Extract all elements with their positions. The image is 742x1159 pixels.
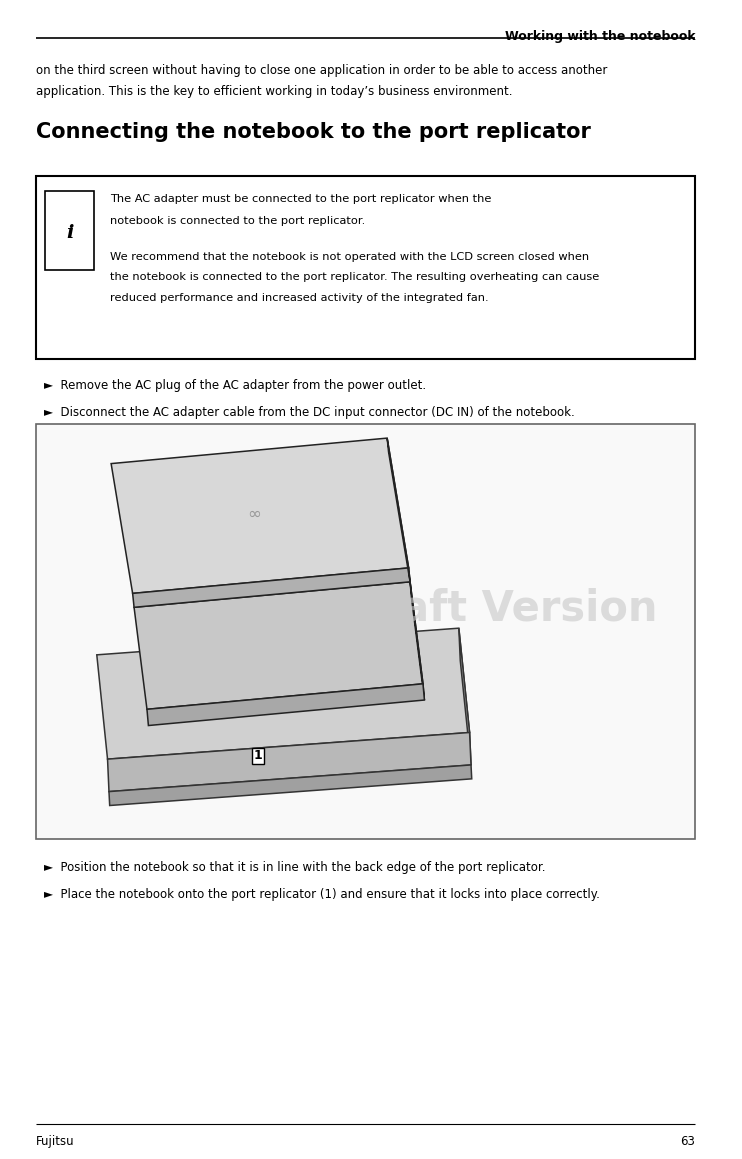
Polygon shape bbox=[96, 628, 470, 759]
Text: Fujitsu: Fujitsu bbox=[36, 1135, 74, 1147]
Text: ►  Disconnect the AC adapter cable from the DC input connector (DC IN) of the no: ► Disconnect the AC adapter cable from t… bbox=[45, 406, 575, 418]
Polygon shape bbox=[133, 568, 410, 607]
Text: the notebook is connected to the port replicator. The resulting overheating can : the notebook is connected to the port re… bbox=[110, 272, 599, 283]
Text: ►  Place the notebook onto the port replicator (1) and ensure that it locks into: ► Place the notebook onto the port repli… bbox=[45, 888, 600, 901]
Polygon shape bbox=[387, 438, 410, 582]
Polygon shape bbox=[147, 684, 424, 726]
Polygon shape bbox=[134, 582, 423, 709]
Polygon shape bbox=[410, 582, 424, 700]
Text: We recommend that the notebook is not operated with the LCD screen closed when: We recommend that the notebook is not op… bbox=[110, 252, 589, 262]
Polygon shape bbox=[111, 438, 409, 593]
Text: ∞: ∞ bbox=[248, 504, 261, 523]
Text: 63: 63 bbox=[680, 1135, 695, 1147]
Text: application. This is the key to efficient working in today’s business environmen: application. This is the key to efficien… bbox=[36, 85, 512, 97]
Text: on the third screen without having to close one application in order to be able : on the third screen without having to cl… bbox=[36, 64, 607, 76]
Text: The AC adapter must be connected to the port replicator when the: The AC adapter must be connected to the … bbox=[110, 194, 491, 204]
Polygon shape bbox=[109, 765, 472, 806]
Text: ►  Remove the AC plug of the AC adapter from the power outlet.: ► Remove the AC plug of the AC adapter f… bbox=[45, 379, 427, 392]
Text: Connecting the notebook to the port replicator: Connecting the notebook to the port repl… bbox=[36, 122, 591, 141]
Text: 1: 1 bbox=[254, 749, 263, 763]
Text: notebook is connected to the port replicator.: notebook is connected to the port replic… bbox=[110, 216, 365, 226]
Polygon shape bbox=[459, 628, 471, 765]
Text: Draft Version: Draft Version bbox=[346, 588, 657, 629]
Text: ►  Position the notebook so that it is in line with the back edge of the port re: ► Position the notebook so that it is in… bbox=[45, 861, 546, 874]
Bar bbox=[36, 176, 695, 359]
Text: i: i bbox=[66, 224, 73, 242]
Bar bbox=[45, 191, 94, 270]
Text: Working with the notebook: Working with the notebook bbox=[505, 30, 695, 43]
Bar bbox=[36, 424, 695, 839]
Polygon shape bbox=[108, 732, 471, 792]
Text: reduced performance and increased activity of the integrated fan.: reduced performance and increased activi… bbox=[110, 293, 488, 304]
